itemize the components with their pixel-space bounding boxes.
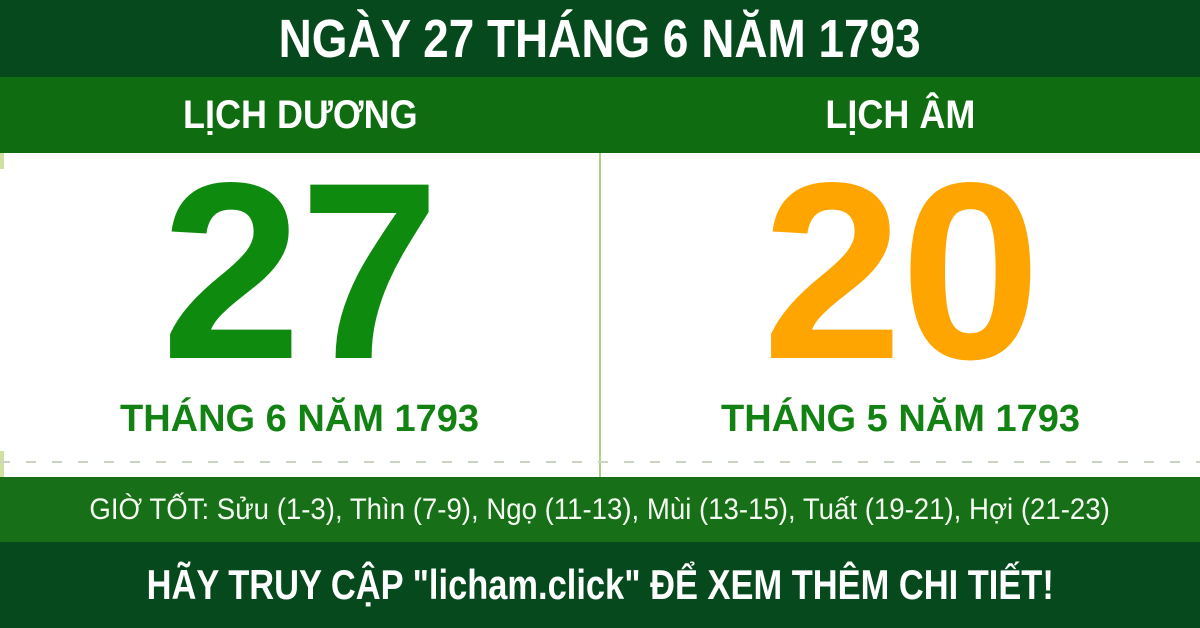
site-link[interactable]: "licham.click" xyxy=(412,561,641,608)
solar-panel: 27 THÁNG 6 NĂM 1793 xyxy=(0,146,599,477)
left-edge-accent-bottom xyxy=(0,451,4,477)
footer-text: HÃY TRUY CẬP "licham.click" ĐỂ XEM THÊM … xyxy=(146,561,1053,609)
vertical-divider xyxy=(599,153,601,477)
calendar-panels: 27 THÁNG 6 NĂM 1793 20 THÁNG 5 NĂM 1793 xyxy=(0,146,1200,477)
footer-banner: HÃY TRUY CẬP "licham.click" ĐỂ XEM THÊM … xyxy=(0,542,1200,628)
good-hours-bar: GIỜ TỐT: Sửu (1-3), Thìn (7-9), Ngọ (11-… xyxy=(0,477,1200,542)
perforation-line xyxy=(0,461,1200,463)
solar-month-year: THÁNG 6 NĂM 1793 xyxy=(120,398,479,440)
lunar-month-year: THÁNG 5 NĂM 1793 xyxy=(721,398,1080,440)
header: NGÀY 27 THÁNG 6 NĂM 1793 xyxy=(0,0,1200,77)
left-edge-accent-top xyxy=(0,153,4,169)
tab-solar-label: LỊCH DƯƠNG xyxy=(182,92,418,137)
tab-solar-calendar[interactable]: LỊCH DƯƠNG xyxy=(0,77,600,153)
lunar-day-number: 20 xyxy=(762,131,1040,412)
calendar-tabs: LỊCH DƯƠNG LỊCH ÂM xyxy=(0,77,1200,153)
tab-lunar-label: LỊCH ÂM xyxy=(825,92,975,137)
solar-day-number: 27 xyxy=(161,131,439,412)
page-title: NGÀY 27 THÁNG 6 NĂM 1793 xyxy=(279,8,921,69)
footer-suffix: ĐỂ XEM THÊM CHI TIẾT! xyxy=(640,561,1054,608)
good-hours-text: GIỜ TỐT: Sửu (1-3), Thìn (7-9), Ngọ (11-… xyxy=(89,492,1111,526)
footer-prefix: HÃY TRUY CẬP xyxy=(146,561,413,608)
tab-lunar-calendar[interactable]: LỊCH ÂM xyxy=(600,77,1200,153)
lunar-panel: 20 THÁNG 5 NĂM 1793 xyxy=(601,146,1200,477)
